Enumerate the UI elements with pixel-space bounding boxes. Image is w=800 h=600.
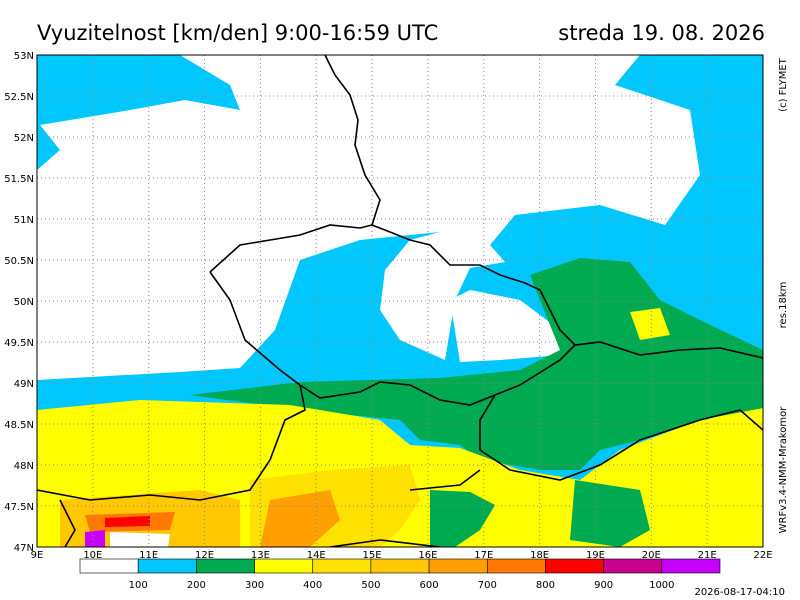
legend-swatch	[603, 558, 663, 574]
legend-swatch	[196, 558, 255, 574]
lon-label: 9E	[31, 550, 44, 561]
lon-label: 21E	[698, 550, 717, 561]
border	[209, 271, 576, 406]
lon-label: 11E	[139, 550, 158, 561]
legend-label: 700	[478, 580, 497, 591]
lon-label: 10E	[83, 550, 102, 561]
plot-frame	[36, 54, 764, 548]
yellow-area	[630, 308, 670, 340]
legend-swatch	[79, 558, 139, 574]
lon-label: 13E	[251, 550, 270, 561]
model: WRFv3.4-NMM-Mrakomor	[778, 406, 789, 534]
resolution: res.18km	[778, 282, 789, 329]
map-title: Vyuzitelnost [km/den] 9:00-16:59 UTC	[37, 21, 438, 45]
border	[329, 469, 481, 547]
green-area	[570, 480, 650, 547]
timestamp: 2026-08-17-04:10	[694, 587, 785, 598]
legend-swatch	[486, 558, 546, 574]
legend-label: 300	[245, 580, 264, 591]
lon-label: 17E	[474, 550, 493, 561]
lat-label: 48.5N	[4, 420, 34, 431]
lon-label: 16E	[418, 550, 437, 561]
lon-label: 19E	[586, 550, 605, 561]
legend-swatch	[254, 558, 314, 574]
legend-label: 200	[187, 580, 206, 591]
borders	[37, 55, 763, 547]
copyright: (c) FLYMET	[778, 57, 789, 112]
legend-label: 500	[361, 580, 380, 591]
legend-swatch	[370, 558, 430, 574]
legend-label: 100	[129, 580, 148, 591]
white-area	[450, 290, 590, 362]
lon-label: 12E	[195, 550, 214, 561]
lon-label: 22E	[753, 550, 772, 561]
lat-label: 51.5N	[4, 174, 34, 185]
green-area	[430, 490, 495, 547]
border	[37, 384, 306, 501]
lat-label: 50N	[14, 297, 34, 308]
white-area	[110, 532, 170, 547]
lat-label: 51N	[14, 215, 34, 226]
lat-label: 49N	[14, 379, 34, 390]
legend-label: 800	[536, 580, 555, 591]
lat-label: 48N	[14, 461, 34, 472]
map-date: streda 19. 08. 2026	[558, 21, 765, 45]
lat-label: 49.5N	[4, 338, 34, 349]
legend-swatch	[661, 558, 721, 574]
green-area	[190, 258, 763, 470]
legend-swatch	[312, 558, 372, 574]
map-field	[37, 55, 763, 547]
lon-label: 14E	[307, 550, 326, 561]
legend-swatch	[428, 558, 488, 574]
legend-swatch	[545, 558, 604, 574]
lon-label: 18E	[530, 550, 549, 561]
orange-area	[260, 490, 340, 547]
legend-label: 400	[303, 580, 322, 591]
legend-swatch	[137, 558, 197, 574]
lat-label: 52.5N	[4, 92, 34, 103]
lat-label: 53N	[14, 51, 34, 62]
border	[324, 55, 763, 359]
purple-area	[85, 530, 105, 547]
legend-label: 600	[420, 580, 439, 591]
lat-label: 52N	[14, 133, 34, 144]
red-area	[105, 516, 150, 527]
border	[59, 499, 76, 547]
white-area	[37, 55, 700, 380]
lon-label: 20E	[642, 550, 661, 561]
lat-label: 50.5N	[4, 256, 34, 267]
lat-label: 47.5N	[4, 502, 34, 513]
border	[209, 224, 373, 273]
lat-label: 47N	[14, 543, 34, 554]
border	[479, 394, 763, 481]
lon-label: 15E	[363, 550, 382, 561]
legend-label: 900	[594, 580, 613, 591]
legend-label: 1000	[649, 580, 674, 591]
